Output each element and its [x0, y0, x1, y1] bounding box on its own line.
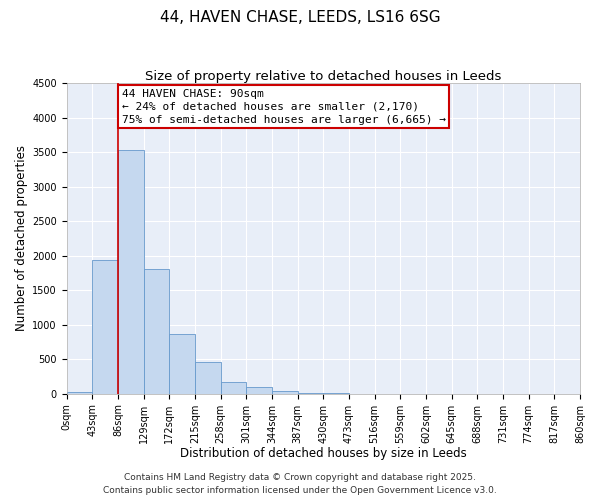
Bar	[272, 391, 298, 394]
Bar	[195, 362, 221, 394]
Bar	[143, 270, 169, 394]
Text: 44 HAVEN CHASE: 90sqm
← 24% of detached houses are smaller (2,170)
75% of semi-d: 44 HAVEN CHASE: 90sqm ← 24% of detached …	[122, 88, 446, 125]
Bar	[118, 150, 143, 394]
Bar	[247, 387, 272, 394]
Bar	[298, 392, 323, 394]
Bar	[169, 334, 195, 394]
Text: 44, HAVEN CHASE, LEEDS, LS16 6SG: 44, HAVEN CHASE, LEEDS, LS16 6SG	[160, 10, 440, 25]
Y-axis label: Number of detached properties: Number of detached properties	[15, 146, 28, 332]
Bar	[67, 392, 92, 394]
Text: Contains HM Land Registry data © Crown copyright and database right 2025.
Contai: Contains HM Land Registry data © Crown c…	[103, 474, 497, 495]
X-axis label: Distribution of detached houses by size in Leeds: Distribution of detached houses by size …	[180, 447, 467, 460]
Bar	[92, 260, 118, 394]
Title: Size of property relative to detached houses in Leeds: Size of property relative to detached ho…	[145, 70, 502, 83]
Bar	[221, 382, 247, 394]
